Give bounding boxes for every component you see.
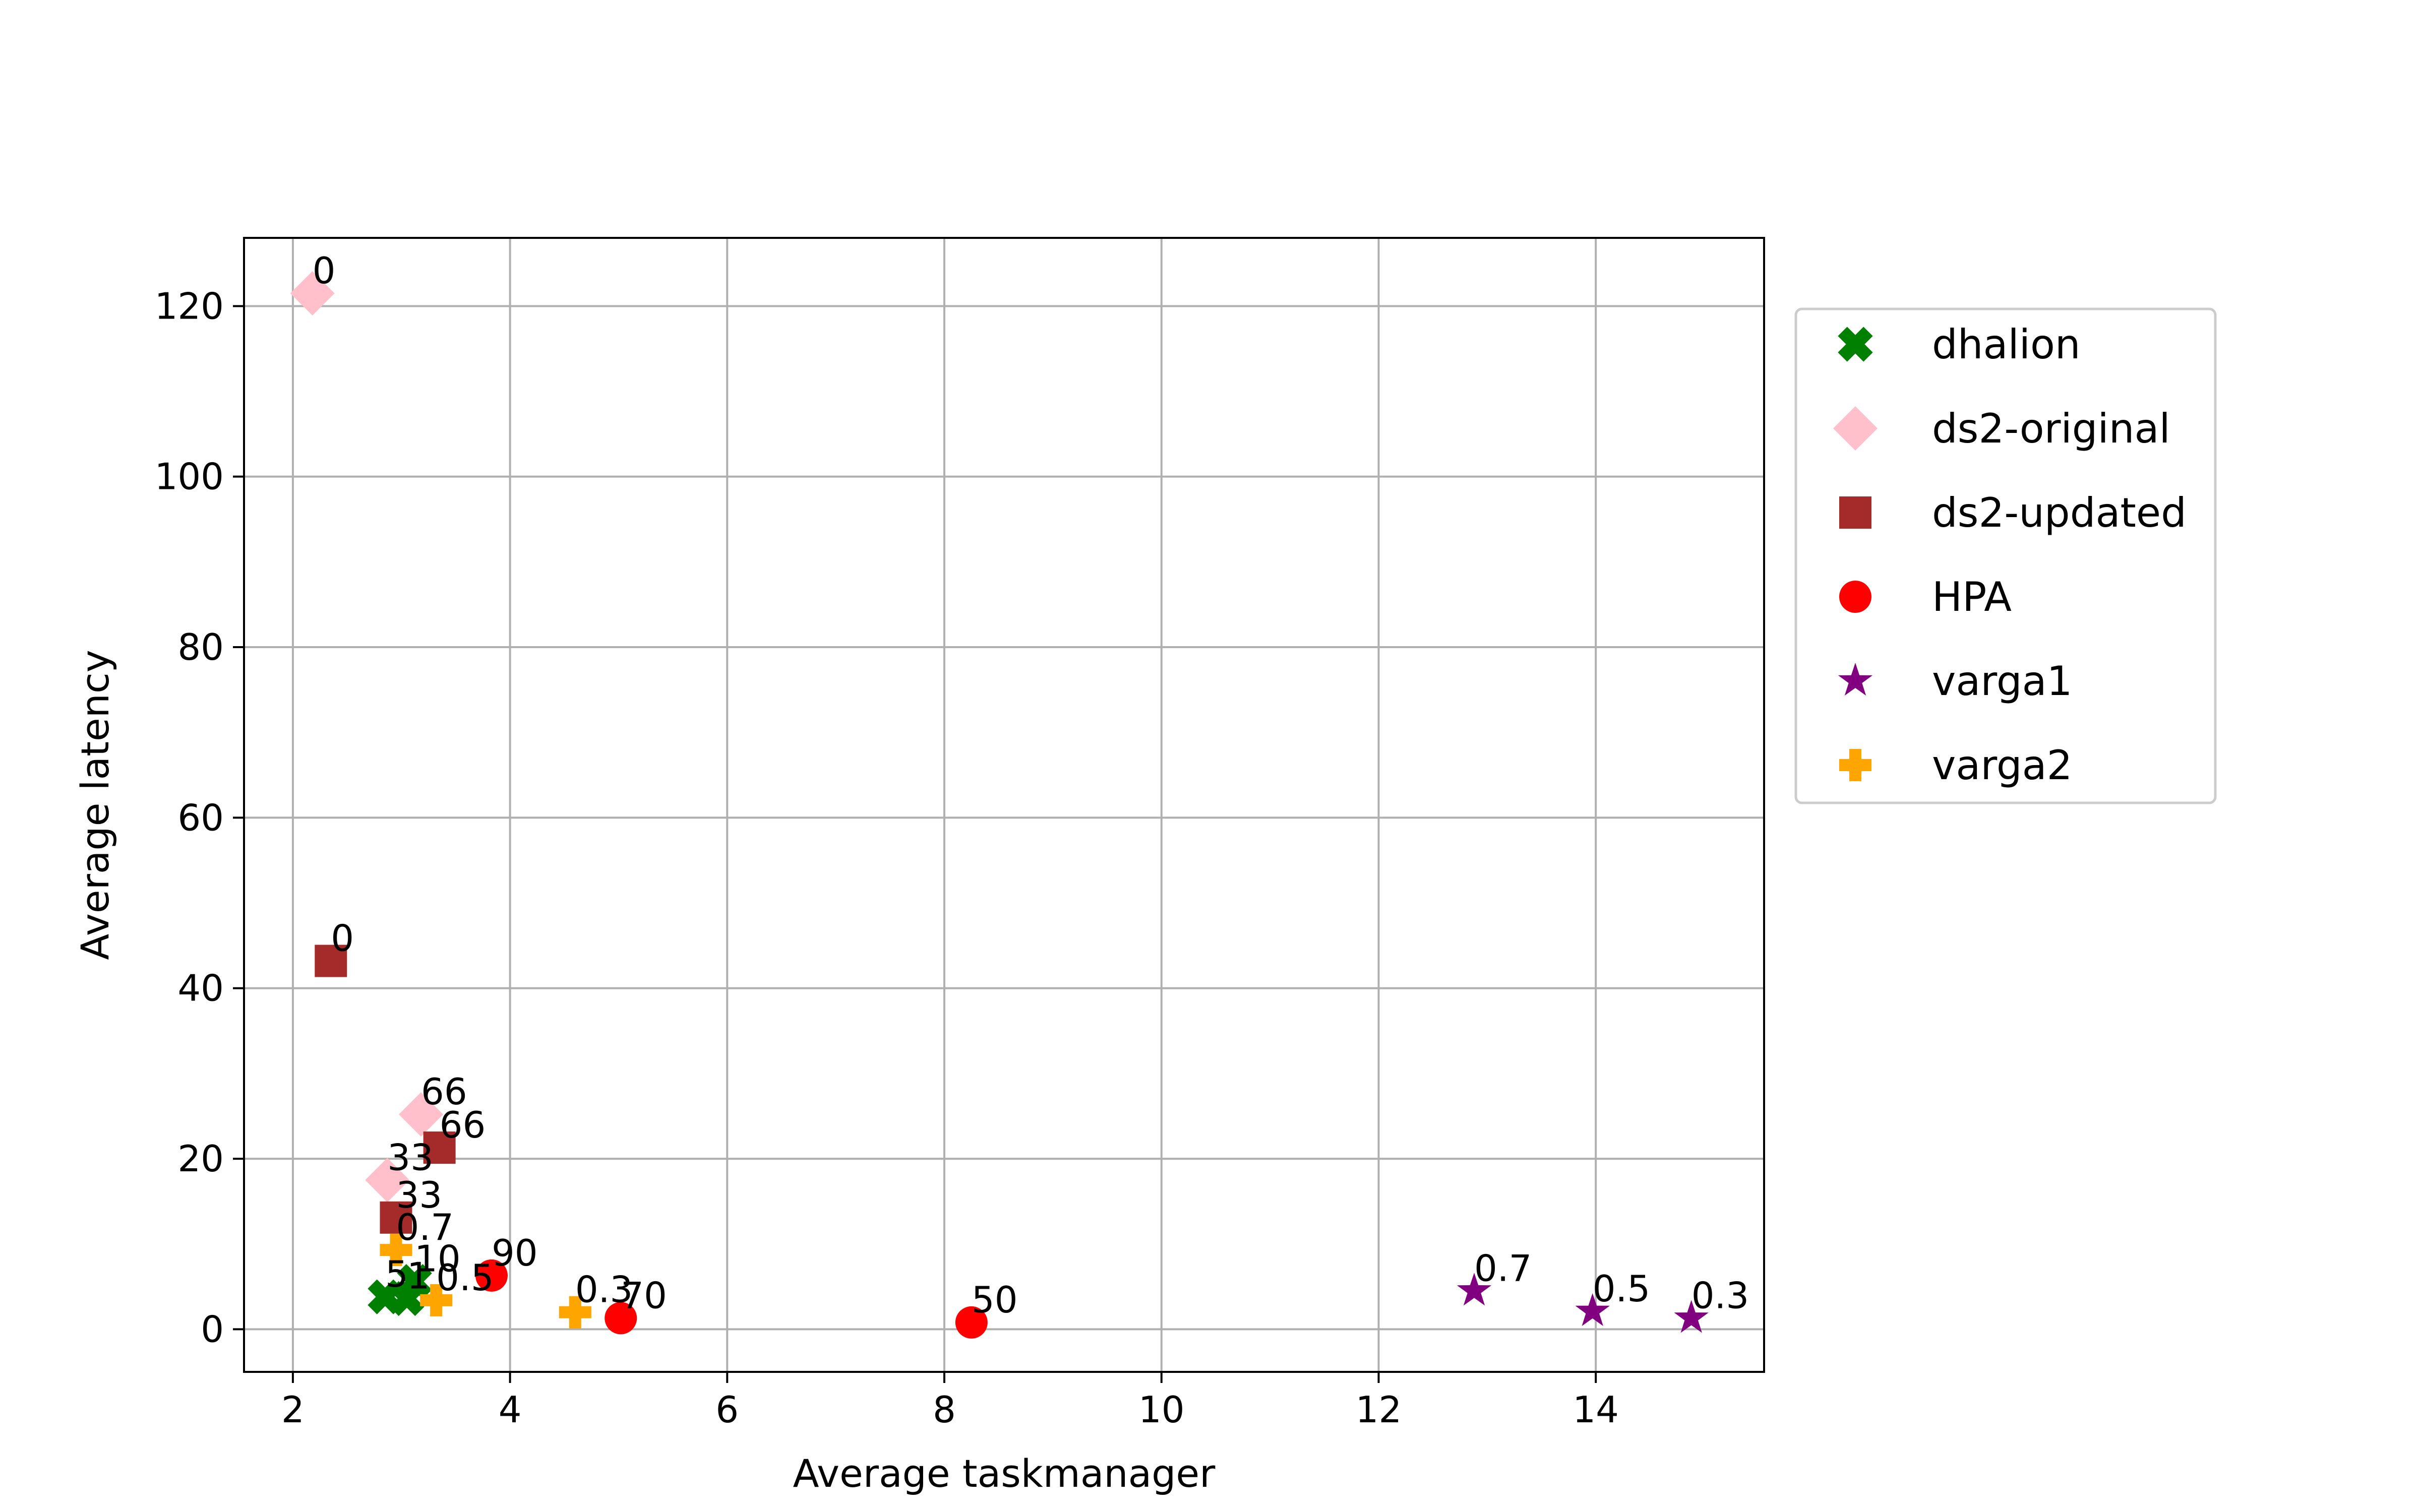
varga1-point-label: 0.3 <box>1691 1274 1749 1316</box>
x-tick-label: 4 <box>499 1389 522 1431</box>
dhalion-point-label: 10 <box>414 1238 461 1280</box>
y-tick-label: 100 <box>155 456 224 498</box>
legend-label-HPA: HPA <box>1932 574 2012 620</box>
varga2-point <box>380 1234 412 1267</box>
dhalion-point-label: 1 <box>407 1255 430 1297</box>
ds2-updated-point-label: 0 <box>331 917 354 960</box>
varga1-point <box>1457 1273 1492 1306</box>
ds2-original-point-label: 66 <box>421 1070 467 1113</box>
y-tick-label: 0 <box>201 1308 224 1350</box>
legend-label-varga2: varga2 <box>1932 742 2073 789</box>
legend-label-ds2-updated: ds2-updated <box>1932 489 2187 536</box>
varga2-point-label: 0.3 <box>575 1269 633 1311</box>
legend-marker-ds2-original <box>1833 406 1878 451</box>
x-tick-label: 12 <box>1356 1389 1402 1431</box>
x-tick-label: 14 <box>1572 1389 1619 1431</box>
y-tick-label: 120 <box>155 285 224 327</box>
ds2-original-point-label: 0 <box>313 249 336 292</box>
varga1-point <box>1575 1293 1610 1326</box>
ds2-updated-point-label: 66 <box>440 1104 486 1146</box>
grid <box>244 238 1764 1372</box>
x-axis-title: Average taskmanager <box>793 1451 1216 1496</box>
varga2-point <box>420 1284 453 1316</box>
legend-marker-varga1 <box>1838 663 1873 696</box>
data-points <box>290 271 1709 1339</box>
legend-label-varga1: varga1 <box>1932 658 2073 705</box>
y-tick-label: 40 <box>177 967 224 1010</box>
legend-box <box>1794 307 2217 804</box>
legend-marker-dhalion <box>1838 327 1873 362</box>
legend: dhalion ds2-original ds2-updated HPA varga1 v… <box>1794 307 2217 804</box>
HPA-point-label: 70 <box>621 1274 667 1316</box>
legend-label-dhalion: dhalion <box>1932 321 2081 368</box>
varga2-point-label: 0.7 <box>396 1206 454 1248</box>
ds2-updated-point-label: 33 <box>396 1174 443 1216</box>
ds2-original-point-label: 33 <box>387 1136 434 1178</box>
x-tick-label: 10 <box>1138 1389 1185 1431</box>
ds2-updated-point <box>423 1131 456 1164</box>
legend-label-ds2-original: ds2-original <box>1932 405 2170 452</box>
HPA-point-label: 50 <box>972 1279 1018 1321</box>
y-tick-label: 80 <box>177 626 224 668</box>
ds2-original-point <box>365 1158 410 1203</box>
ds2-original-point <box>290 271 335 316</box>
x-tick-label: 8 <box>933 1389 956 1431</box>
dhalion-point-label: 5 <box>385 1253 408 1295</box>
ds2-updated-point <box>315 944 347 977</box>
varga1-point <box>1674 1300 1709 1333</box>
dhalion-point <box>397 1264 432 1299</box>
HPA-point-label: 90 <box>492 1232 538 1274</box>
ds2-updated-point <box>380 1201 412 1234</box>
x-tick-label: 2 <box>281 1389 305 1431</box>
legend-marker-varga2 <box>1839 749 1871 781</box>
varga2-point-label: 0.5 <box>436 1256 494 1299</box>
y-axis-title: Average latency <box>73 650 117 960</box>
y-tick-label: 20 <box>177 1138 224 1180</box>
x-tick-label: 6 <box>715 1389 739 1431</box>
HPA-point <box>475 1259 508 1292</box>
HPA-point <box>955 1306 988 1339</box>
varga1-point-label: 0.5 <box>1593 1268 1651 1310</box>
legend-marker-ds2-updated <box>1839 496 1871 529</box>
y-tick-label: 60 <box>177 796 224 839</box>
varga1-point-label: 0.7 <box>1474 1247 1532 1289</box>
ds2-original-point <box>399 1092 444 1137</box>
plot-area-frame <box>243 237 1765 1373</box>
HPA-point <box>604 1302 637 1335</box>
varga2-point <box>559 1296 591 1329</box>
legend-marker-HPA <box>1839 581 1871 613</box>
